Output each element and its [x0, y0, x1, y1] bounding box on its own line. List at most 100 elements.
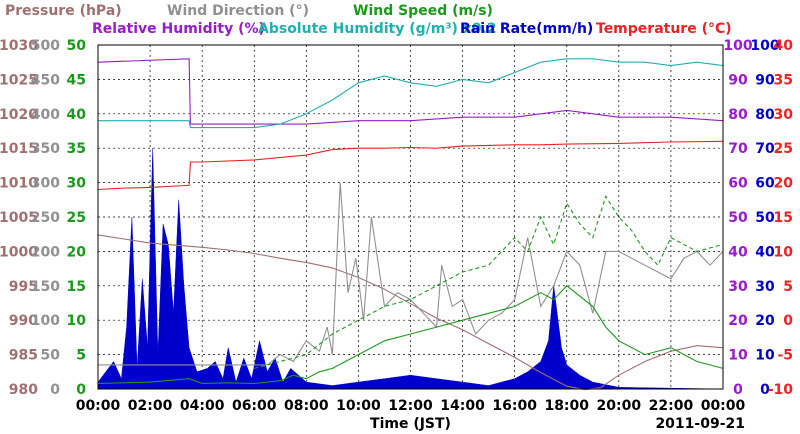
y-tick-label-rain_rate: 20	[755, 313, 775, 329]
y-tick-label-rain_rate: 50	[755, 210, 775, 226]
y-tick-label-pressure: 1025	[0, 72, 38, 88]
y-tick-label-rain_rate: 0	[760, 382, 770, 398]
x-tick-label: 00:00	[76, 398, 121, 414]
y-tick-label-temperature: 40	[774, 38, 794, 54]
y-tick-label-wind_speed: 30	[67, 176, 87, 192]
y-tick-label-temperature: 10	[774, 244, 794, 260]
y-tick-label-wind_direction: 350	[31, 141, 60, 157]
series-line-wind-speed-m-s	[97, 285, 724, 385]
x-axis-label: Time (JST)	[370, 416, 451, 432]
x-tick-label: 18:00	[544, 398, 589, 414]
series-rain-rate-area	[97, 148, 724, 390]
y-tick-label-wind_direction: 200	[31, 244, 60, 260]
y-tick-label-humidity: 10	[728, 348, 748, 364]
y-tick-label-humidity: 70	[728, 141, 748, 157]
y-tick-label-wind_speed: 25	[67, 210, 86, 226]
y-tick-label-pressure: 990	[9, 313, 38, 329]
x-tick-label: 10:00	[336, 398, 381, 414]
grid	[98, 45, 723, 389]
y-tick-label-humidity: 50	[728, 210, 748, 226]
y-tick-label-temperature: 35	[774, 72, 793, 88]
y-tick-label-temperature: 15	[774, 210, 793, 226]
y-tick-label-wind_direction: 150	[31, 279, 60, 295]
y-tick-label-wind_speed: 20	[67, 244, 87, 260]
y-tick-label-wind_direction: 250	[31, 210, 60, 226]
y-tick-label-wind_direction: 300	[31, 176, 60, 192]
y-tick-label-wind_direction: 100	[31, 313, 60, 329]
legend: Pressure (hPa) Wind Direction (°) Wind Spe…	[5, 3, 732, 37]
x-tick-label: 16:00	[492, 398, 537, 414]
y-tick-label-wind_speed: 50	[67, 38, 87, 54]
y-tick-label-wind_speed: 5	[76, 348, 86, 364]
x-tick-label: 02:00	[128, 398, 173, 414]
series-line-temperature-c	[97, 140, 724, 191]
y-tick-label-pressure: 1030	[0, 38, 38, 54]
x-tick-label: 12:00	[388, 398, 433, 414]
series-line-relative-humidity	[97, 58, 724, 125]
y-tick-label-rain_rate: 70	[755, 141, 775, 157]
series-line-wind-direction	[98, 182, 724, 366]
y-tick-label-humidity: 20	[728, 313, 748, 329]
x-tick-label: 08:00	[284, 398, 329, 414]
x-tick-label: 20:00	[597, 398, 642, 414]
y-tick-label-pressure: 1005	[0, 210, 38, 226]
y-tick-label-rain_rate: 100	[750, 38, 779, 54]
y-tick-label-rain_rate: 30	[755, 279, 775, 295]
y-tick-label-temperature: 20	[774, 176, 794, 192]
y-tick-label-humidity: 40	[728, 244, 748, 260]
date-label: 2011-09-21	[655, 416, 745, 432]
legend-entry: Relative Humidity (%)	[92, 21, 265, 37]
series-line-absolute-humidity-g-m-x0-2	[98, 58, 724, 129]
y-tick-label-temperature: 30	[774, 107, 794, 123]
y-tick-label-temperature: 25	[774, 141, 793, 157]
series-line-wind-speed-gust-m-s	[254, 195, 724, 369]
y-tick-label-humidity: 80	[728, 107, 748, 123]
y-tick-label-rain_rate: 90	[755, 72, 775, 88]
y-tick-label-wind_direction: 500	[31, 38, 60, 54]
y-tick-label-pressure: 985	[9, 348, 38, 364]
y-tick-label-humidity: 100	[723, 38, 752, 54]
y-tick-label-rain_rate: 10	[755, 348, 775, 364]
y-tick-label-rain_rate: 80	[755, 107, 775, 123]
y-tick-label-wind_speed: 10	[67, 313, 87, 329]
y-tick-label-wind_direction: 0	[50, 382, 60, 398]
y-tick-label-temperature: -5	[777, 348, 793, 364]
y-tick-label-rain_rate: 40	[755, 244, 775, 260]
y-tick-label-wind_speed: 15	[67, 279, 86, 295]
y-tick-label-temperature: -10	[768, 382, 794, 398]
series-line-pressure-hpa	[97, 234, 724, 391]
y-tick-label-humidity: 0	[733, 382, 743, 398]
y-tick-label-wind_direction: 50	[41, 348, 61, 364]
y-tick-label-pressure: 1000	[0, 244, 38, 260]
y-tick-label-pressure: 995	[9, 279, 38, 295]
series-layer	[97, 58, 724, 391]
x-tick-label: 06:00	[232, 398, 277, 414]
y-tick-label-wind_speed: 40	[67, 107, 87, 123]
x-tick-label: 14:00	[440, 398, 485, 414]
y-tick-label-wind_speed: 35	[67, 141, 86, 157]
y-tick-label-pressure: 1020	[0, 107, 38, 123]
x-tick-label: 04:00	[180, 398, 225, 414]
x-tick-label: 00:00	[701, 398, 746, 414]
y-tick-label-humidity: 60	[728, 176, 748, 192]
legend-entry: Wind Direction (°)	[167, 3, 309, 19]
y-tick-label-wind_speed: 45	[67, 72, 86, 88]
y-tick-label-pressure: 980	[9, 382, 38, 398]
y-tick-label-humidity: 90	[728, 72, 748, 88]
axes: 1030102510201015101010051000995990985980…	[0, 38, 793, 414]
y-tick-label-humidity: 30	[728, 279, 748, 295]
x-tick-label: 22:00	[649, 398, 694, 414]
y-tick-label-pressure: 1015	[0, 141, 38, 157]
legend-entry: Absolute Humidity (g/m³) x0.2	[258, 21, 497, 37]
legend-entry: Rain Rate(mm/h)	[460, 21, 593, 37]
plot-frame	[97, 44, 724, 390]
y-tick-label-rain_rate: 60	[755, 176, 775, 192]
legend-entry: Wind Speed (m/s)	[353, 3, 493, 19]
y-tick-label-wind_speed: 0	[76, 382, 86, 398]
y-tick-label-pressure: 1010	[0, 176, 38, 192]
y-tick-label-temperature: 0	[783, 313, 793, 329]
legend-entry: Pressure (hPa)	[5, 3, 122, 19]
y-tick-label-wind_direction: 450	[31, 72, 60, 88]
y-tick-label-temperature: 5	[783, 279, 793, 295]
